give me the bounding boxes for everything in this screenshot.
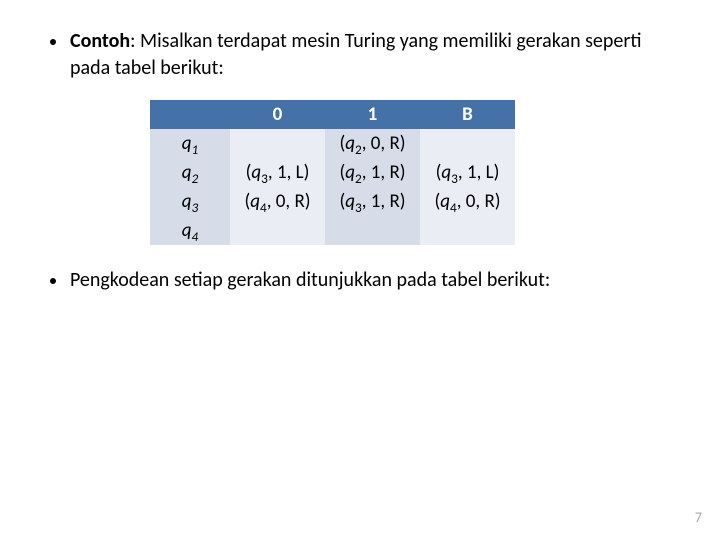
bullet-2: Pengkodean setiap gerakan ditunjukkan pa… — [50, 267, 680, 294]
col-header-B: B — [420, 100, 515, 129]
cell-q4-1 — [325, 216, 420, 245]
slide: Contoh: Misalkan terdapat mesin Turing y… — [0, 0, 720, 540]
cell-q1-B — [420, 129, 515, 158]
cell-q1-0 — [230, 129, 325, 158]
row-head-q2: q2 — [150, 158, 230, 187]
bullet-dot-icon — [50, 278, 56, 284]
col-header-empty — [150, 100, 230, 129]
row-head-q1: q1 — [150, 129, 230, 158]
bullet-1-rest: : Misalkan terdapat mesin Turing yang me… — [70, 29, 641, 80]
bullet-1: Contoh: Misalkan terdapat mesin Turing y… — [50, 28, 680, 82]
col-header-0: 0 — [230, 100, 325, 129]
cell-q3-1: (q3, 1, R) — [325, 187, 420, 216]
cell-q4-B — [420, 216, 515, 245]
cell-q2-B: (q3, 1, L) — [420, 158, 515, 187]
table-header-row: 0 1 B — [150, 100, 515, 129]
cell-q2-1: (q2, 1, R) — [325, 158, 420, 187]
col-header-1: 1 — [325, 100, 420, 129]
cell-q3-B: (q4, 0, R) — [420, 187, 515, 216]
cell-q4-0 — [230, 216, 325, 245]
cell-q3-0: (q4, 0, R) — [230, 187, 325, 216]
row-head-q3: q3 — [150, 187, 230, 216]
turing-table: 0 1 B q1 (q2, 0, R) q2 (q3, 1, L) (q2, 1… — [150, 100, 515, 245]
cell-q2-0: (q3, 1, L) — [230, 158, 325, 187]
bullet-dot-icon — [50, 39, 56, 45]
table-row: q2 (q3, 1, L) (q2, 1, R) (q3, 1, L) — [150, 158, 515, 187]
table-row: q4 — [150, 216, 515, 245]
table-row: q1 (q2, 0, R) — [150, 129, 515, 158]
bullet-1-text: Contoh: Misalkan terdapat mesin Turing y… — [70, 28, 680, 82]
bullet-1-strong: Contoh — [70, 29, 130, 53]
page-number: 7 — [695, 509, 702, 526]
cell-q1-1: (q2, 0, R) — [325, 129, 420, 158]
bullet-2-text: Pengkodean setiap gerakan ditunjukkan pa… — [70, 267, 550, 294]
table-row: q3 (q4, 0, R) (q3, 1, R) (q4, 0, R) — [150, 187, 515, 216]
turing-table-wrap: 0 1 B q1 (q2, 0, R) q2 (q3, 1, L) (q2, 1… — [150, 100, 680, 245]
row-head-q4: q4 — [150, 216, 230, 245]
